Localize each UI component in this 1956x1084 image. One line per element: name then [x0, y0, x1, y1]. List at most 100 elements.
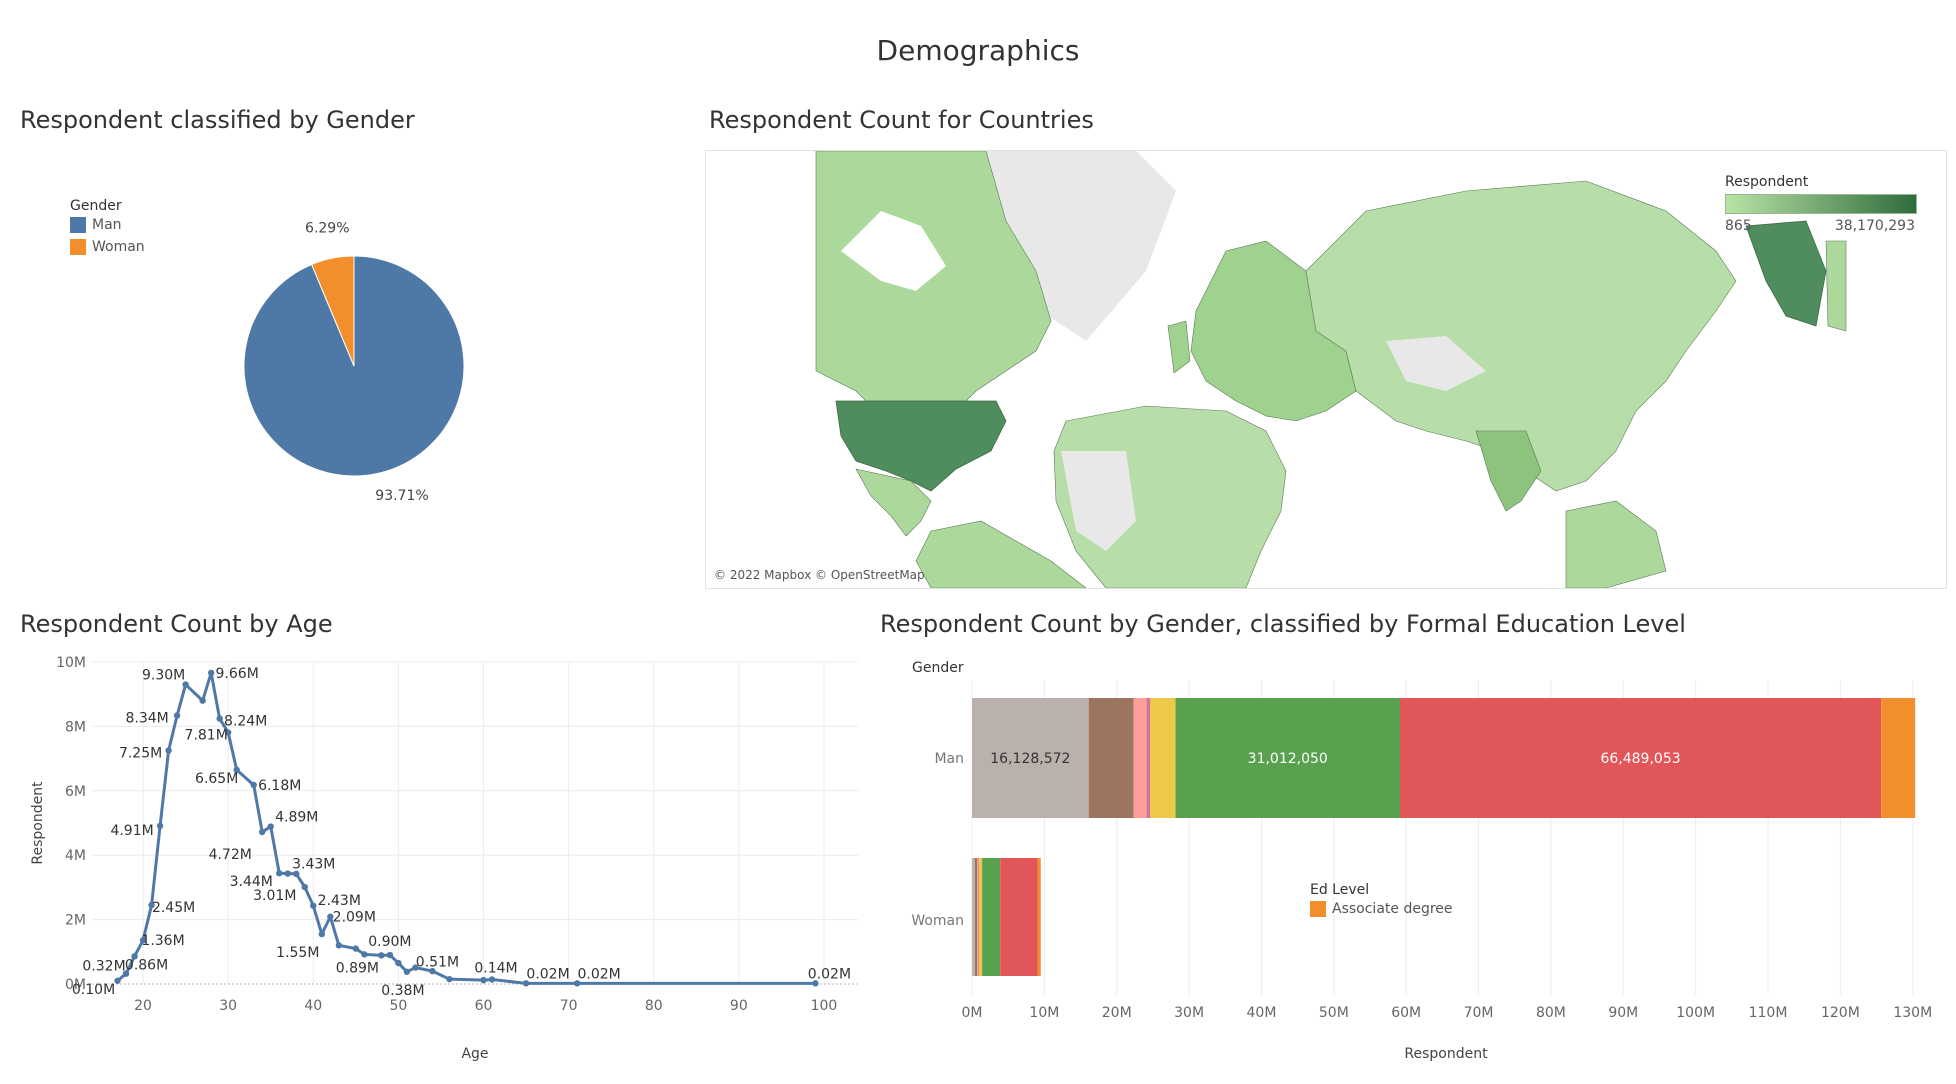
edu-x-tick-label: 10M	[1029, 1005, 1059, 1021]
edu-legend: Ed Level Associate degree	[1310, 882, 1453, 920]
age-x-tick-label: 70	[560, 998, 578, 1014]
age-y-tick-label: 6M	[65, 784, 86, 800]
age-point	[199, 697, 206, 704]
edu-x-tick-label: 30M	[1174, 1005, 1204, 1021]
edu-legend-label-associate: Associate degree	[1332, 901, 1453, 917]
age-point	[156, 822, 164, 830]
age-point-label: 1.55M	[276, 945, 319, 961]
map-panel-title: Respondent Count for Countries	[709, 106, 1094, 134]
age-point	[352, 945, 360, 952]
map-legend-min: 865	[1725, 218, 1752, 234]
age-point-label: 8.24M	[224, 714, 267, 730]
age-point-label: 0.51M	[416, 955, 459, 971]
gender-panel-title: Respondent classified by Gender	[20, 106, 415, 134]
age-point	[114, 977, 121, 984]
gender-pie-chart: 93.71% 6.29%	[243, 221, 465, 504]
age-point	[207, 669, 215, 677]
edu-x-tick-label: 100M	[1676, 1005, 1715, 1021]
gender-legend-item-man[interactable]: Man	[70, 214, 145, 236]
edu-legend-item-associate[interactable]: Associate degree	[1310, 898, 1453, 920]
edu-bar-segment	[1175, 698, 1400, 818]
age-point-label: 0.38M	[381, 983, 424, 999]
age-point	[233, 766, 240, 774]
age-point	[224, 729, 232, 736]
edu-row-header: Gender	[912, 660, 964, 676]
age-panel-title: Respondent Count by Age	[20, 610, 333, 638]
age-point	[131, 953, 138, 960]
age-point	[165, 747, 172, 754]
edu-panel-title: Respondent Count by Gender, classified b…	[880, 610, 1686, 638]
age-point-label: 2.45M	[152, 900, 195, 916]
age-point	[812, 980, 819, 987]
country-map[interactable]: © 2022 Mapbox © OpenStreetMap	[705, 150, 1947, 589]
edu-x-tick-label: 40M	[1247, 1005, 1277, 1021]
age-point-label: 0.14M	[474, 960, 517, 976]
age-point	[182, 681, 189, 688]
map-legend-title: Respondent	[1725, 174, 1809, 190]
age-point-label: 1.36M	[141, 933, 184, 949]
pie-label-woman: 6.29%	[305, 221, 349, 237]
gender-legend-label-woman: Woman	[92, 239, 145, 255]
europe-shape	[1167, 240, 1357, 422]
gender-legend-swatch-man	[70, 217, 86, 233]
age-x-tick-label: 50	[389, 998, 407, 1014]
age-point	[378, 952, 385, 959]
edu-row-label-man: Man	[934, 751, 964, 767]
edu-bar-segment	[1146, 698, 1151, 818]
edu-bar-segment	[1399, 698, 1882, 818]
edu-bar-segment	[978, 858, 980, 976]
africa-shape	[1053, 405, 1287, 589]
edu-x-tick-label: 60M	[1391, 1005, 1421, 1021]
age-point	[446, 975, 453, 983]
age-point-label: 6.18M	[258, 778, 301, 794]
edu-bar-segment	[974, 858, 978, 976]
age-y-tick-label: 0M	[65, 977, 86, 993]
edu-bar-value-label: 31,012,050	[1248, 751, 1328, 767]
age-point	[488, 976, 496, 983]
age-x-tick-label: 100	[811, 998, 838, 1014]
age-point	[276, 870, 283, 877]
edu-x-tick-label: 120M	[1821, 1005, 1860, 1021]
age-point	[250, 781, 257, 789]
gender-legend: Gender Man Woman	[70, 198, 145, 258]
age-point-label: 4.91M	[110, 823, 153, 839]
age-point	[480, 976, 487, 984]
age-point	[139, 937, 147, 944]
age-x-tick-label: 90	[730, 998, 748, 1014]
age-point-label: 7.25M	[119, 746, 162, 762]
age-point	[293, 870, 300, 878]
edu-bar-segment	[1150, 698, 1176, 818]
edu-legend-swatch-associate	[1310, 901, 1326, 917]
edu-x-tick-label: 130M	[1893, 1005, 1932, 1021]
age-point	[122, 970, 130, 977]
age-point	[573, 980, 581, 987]
age-point	[318, 930, 325, 938]
map-canvas: © 2022 Mapbox © OpenStreetMap	[714, 150, 1847, 589]
age-line-chart: 20 30 40 50 60 70 80 90 100 0M 2M 4M 6M 8M 10M Age Respo…	[30, 655, 858, 1062]
map-legend-max: 38,170,293	[1834, 218, 1915, 234]
edu-bar-segment	[982, 858, 1001, 976]
south-america-shape	[915, 520, 1087, 589]
gender-legend-swatch-woman	[70, 239, 86, 255]
edu-x-tick-label: 70M	[1464, 1005, 1494, 1021]
age-y-tick-label: 2M	[65, 913, 86, 929]
age-point-label: 2.43M	[318, 893, 361, 909]
edu-legend-title: Ed Level	[1310, 882, 1370, 898]
age-point	[284, 870, 291, 877]
age-point-label: 0.10M	[72, 982, 115, 998]
age-point-label: 0.86M	[125, 957, 168, 973]
age-point	[335, 942, 343, 949]
edu-x-tick-label: 0M	[962, 1005, 983, 1021]
edu-x-tick-label: 80M	[1536, 1005, 1566, 1021]
edu-bar-segment	[979, 858, 983, 976]
gender-legend-item-woman[interactable]: Woman	[70, 236, 145, 258]
edu-x-tick-label: 20M	[1102, 1005, 1132, 1021]
age-point	[403, 968, 411, 975]
edu-x-tick-label: 90M	[1608, 1005, 1638, 1021]
edu-x-tick-label: 110M	[1749, 1005, 1788, 1021]
age-point-label: 6.65M	[195, 771, 238, 787]
age-point-label: 0.02M	[578, 966, 621, 982]
age-x-tick-label: 20	[134, 998, 152, 1014]
edu-bar-segment	[972, 698, 1089, 818]
age-point	[267, 823, 274, 830]
